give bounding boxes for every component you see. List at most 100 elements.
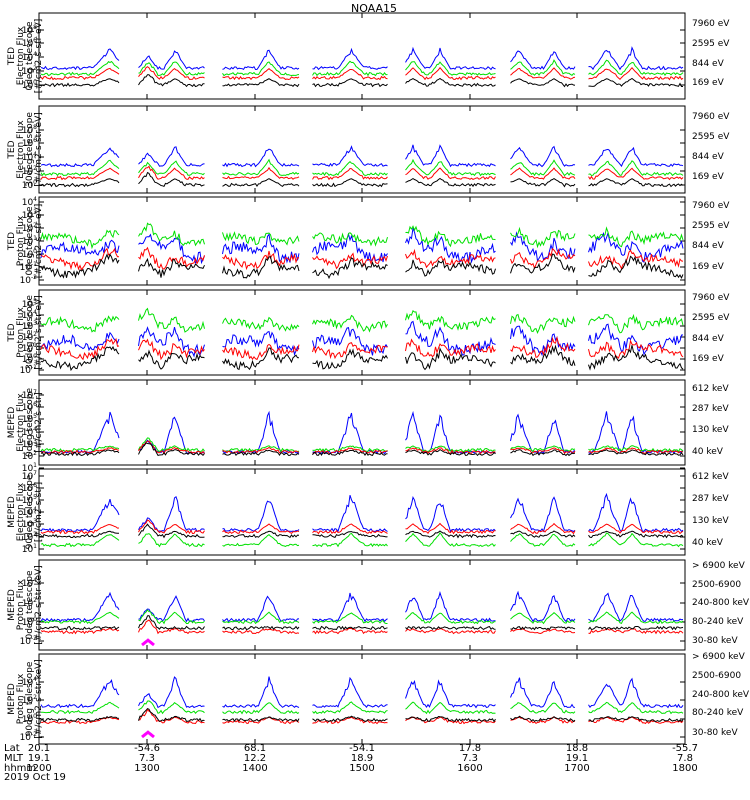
y-tick-label: 103 (22, 518, 37, 530)
series-black (588, 178, 684, 188)
footer-lat-value: -54.1 (349, 743, 375, 754)
series-black (405, 715, 496, 723)
series-black (40, 345, 120, 372)
series-black (138, 442, 205, 457)
y-tick-label: 102 (22, 694, 37, 706)
series-green (41, 701, 120, 715)
legend-black: 612 keV (692, 384, 729, 394)
series-red (588, 339, 684, 359)
series-blue (40, 239, 120, 258)
series-black (510, 530, 576, 538)
series-black (222, 78, 300, 88)
series-blue (40, 498, 120, 533)
series-blue (222, 676, 300, 708)
series-red (588, 249, 684, 270)
y-tick-label: 103 (22, 438, 37, 450)
y-tick-label: 105 (22, 494, 37, 506)
legend-green: 844 eV (692, 59, 725, 69)
series-blue (40, 48, 120, 71)
legend-blue: 169 eV (692, 172, 725, 182)
series-blue (588, 677, 684, 709)
series-black (40, 449, 120, 457)
series-green (312, 314, 388, 333)
series-red (138, 619, 205, 635)
footer-lat-value: -55.7 (672, 743, 698, 754)
y-tick-label: 103 (22, 320, 37, 332)
series-red (222, 628, 300, 635)
series-blue (222, 595, 300, 623)
series-green (138, 533, 205, 548)
y-tick-label: 108 (22, 24, 37, 36)
series-blue (40, 679, 120, 709)
series-green (40, 315, 120, 333)
series-black (510, 626, 576, 631)
series-red (222, 250, 300, 271)
panel-frame (38, 468, 686, 556)
series-black (138, 615, 205, 630)
series-green (312, 445, 388, 452)
series-black (588, 716, 684, 723)
y-axis-label: MEPEDElectron Flux90deg telescope[#/cm2-… (7, 474, 44, 549)
series-green (40, 60, 120, 77)
series-blue (588, 146, 684, 168)
series-black (222, 178, 300, 188)
panel-frame (38, 12, 686, 100)
footer-hhmm-value: 1500 (349, 763, 374, 774)
series-green (222, 611, 300, 625)
series-black (312, 257, 388, 280)
panel-frame (38, 289, 686, 376)
series-red (138, 338, 205, 361)
legend-red: 287 keV (692, 494, 729, 504)
y-tick-label: 103 (22, 209, 37, 221)
series-red (222, 68, 300, 81)
series-black (40, 253, 120, 279)
series-black (312, 78, 388, 88)
footer-hhmm-value: 1700 (564, 763, 589, 774)
series-green (312, 701, 388, 715)
series-black (405, 625, 496, 631)
legend-black: 2500-6900 (692, 580, 741, 590)
series-black (405, 177, 496, 188)
series-red (312, 523, 388, 535)
legend-red: 2595 eV (692, 39, 730, 49)
series-green (138, 307, 205, 333)
series-blue (222, 500, 300, 532)
series-green (138, 160, 205, 176)
series-black (138, 171, 205, 188)
series-red (405, 447, 496, 455)
series-red (138, 519, 205, 535)
y-tick-label: 106 (22, 37, 37, 49)
series-green (510, 702, 576, 714)
series-blue (312, 412, 388, 455)
series-blue (510, 325, 576, 357)
series-blue (405, 679, 496, 709)
y-tick-label: 104 (22, 577, 37, 589)
y-tick-label: 100 (22, 713, 37, 725)
series-blue (138, 326, 205, 358)
footer-row-label: MLT (4, 753, 24, 764)
series-blue (312, 47, 388, 71)
series-red (312, 716, 388, 725)
series-black (40, 626, 120, 631)
series-black (588, 530, 684, 539)
legend-red: 2595 eV (692, 221, 730, 231)
series-black (40, 716, 120, 722)
series-green (312, 232, 388, 247)
series-green (138, 222, 205, 247)
series-blue (510, 413, 576, 455)
footer-hhmm-value: 1800 (672, 763, 697, 774)
y-tick-label: 10-2 (20, 635, 38, 647)
series-red (40, 337, 120, 361)
series-green (405, 225, 496, 248)
y-axis-label: TEDElectron Flux30deg telescope[#/cm2-s-… (7, 112, 44, 187)
legend-green: 80-240 keV (692, 617, 744, 627)
series-black (222, 716, 300, 723)
series-black (510, 344, 576, 367)
series-green (222, 316, 300, 332)
series-blue (312, 676, 388, 709)
y-tick-label: 10-2 (20, 731, 38, 743)
series-black (40, 178, 120, 188)
series-red (40, 67, 120, 81)
